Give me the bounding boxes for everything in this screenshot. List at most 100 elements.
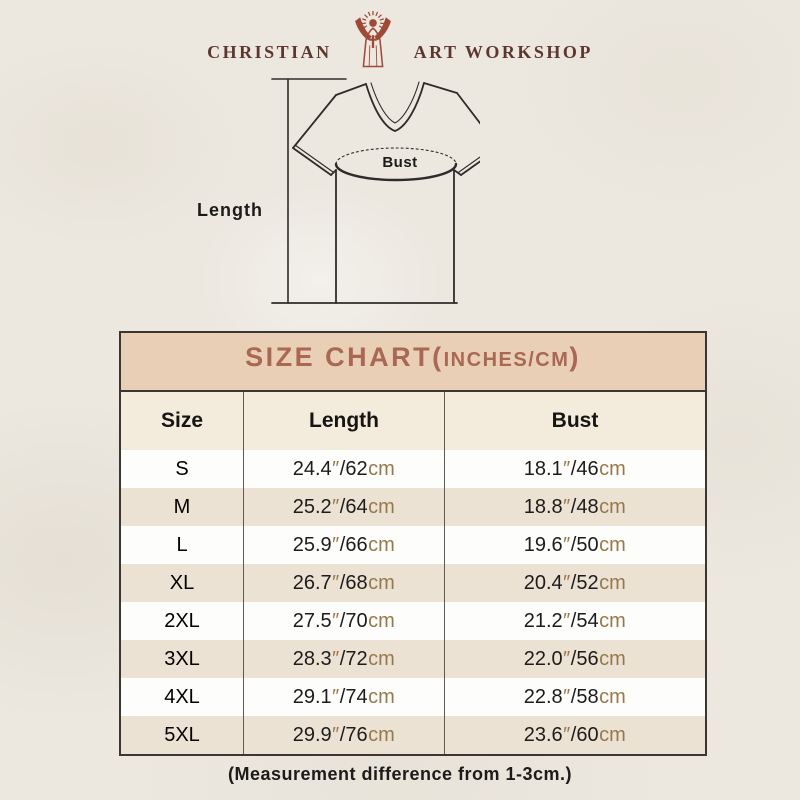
measure-inches: 25.2 (292, 495, 332, 518)
bust-cell: 21.2 ″/54 cm (444, 602, 705, 640)
inch-mark: ″ (332, 723, 340, 746)
size-chart-title: SIZE CHART( (245, 342, 444, 372)
measure-inches: 25.9 (292, 533, 332, 556)
measure-inches: 18.1 (523, 457, 563, 480)
inch-mark: ″ (563, 609, 571, 632)
length-label: Length (197, 200, 263, 220)
measure-cm: /56 (570, 647, 599, 670)
measure-cm: /58 (570, 685, 599, 708)
size-chart-table: SIZE CHART(INCHES/CM) Size Length Bust S… (119, 331, 707, 756)
measure-inches: 19.6 (523, 533, 563, 556)
inch-mark: ″ (332, 457, 340, 480)
bust-cell: 18.1 ″/46 cm (444, 450, 705, 488)
measure-cm: /62 (339, 457, 368, 480)
length-cell: 29.1 ″/74 cm (243, 678, 444, 716)
measure-cm: /46 (570, 457, 599, 480)
cm-label: cm (368, 495, 395, 518)
measure-inches: 26.7 (292, 571, 332, 594)
cm-label: cm (599, 533, 626, 556)
table-row: XL 26.7 ″/68 cm 20.4 ″/52 cm (121, 564, 705, 602)
length-cell: 26.7 ″/68 cm (243, 564, 444, 602)
measure-inches: 28.3 (292, 647, 332, 670)
measure-inches: 23.6 (523, 723, 563, 746)
measure-inches: 22.0 (523, 647, 563, 670)
cm-label: cm (368, 647, 395, 670)
measure-cm: /64 (339, 495, 368, 518)
measure-inches: 29.9 (292, 723, 332, 746)
measure-inches: 20.4 (523, 571, 563, 594)
measure-cm: /52 (570, 571, 599, 594)
measure-cm: /48 (570, 495, 599, 518)
length-cell: 25.9 ″/66 cm (243, 526, 444, 564)
size-cell: 4XL (164, 685, 200, 708)
length-cell: 29.9 ″/76 cm (243, 716, 444, 754)
cm-label: cm (368, 571, 395, 594)
measure-inches: 27.5 (292, 609, 332, 632)
size-cell: 3XL (164, 647, 200, 670)
inch-mark: ″ (563, 647, 571, 670)
cm-label: cm (599, 571, 626, 594)
inch-mark: ″ (332, 495, 340, 518)
inch-mark: ″ (563, 495, 571, 518)
measure-cm: /72 (339, 647, 368, 670)
size-cell: 5XL (164, 723, 200, 746)
table-row: 5XL 29.9 ″/76 cm 23.6 ″/60 cm (121, 716, 705, 754)
inch-mark: ″ (563, 533, 571, 556)
cm-label: cm (368, 533, 395, 556)
brand-header: CHRISTIAN ART WORKSHOP (0, 6, 800, 72)
inch-mark: ″ (332, 647, 340, 670)
size-cell: 2XL (164, 609, 200, 632)
inch-mark: ″ (332, 533, 340, 556)
bust-cell: 19.6 ″/50 cm (444, 526, 705, 564)
cm-label: cm (368, 457, 395, 480)
bust-cell: 20.4 ″/52 cm (444, 564, 705, 602)
bust-cell: 23.6 ″/60 cm (444, 716, 705, 754)
table-row: M 25.2 ″/64 cm 18.8 ″/48 cm (121, 488, 705, 526)
size-chart-title-close: ) (569, 342, 581, 372)
brand-name-right: ART WORKSHOP (413, 42, 593, 62)
length-cell: 24.4 ″/62 cm (243, 450, 444, 488)
measure-cm: /54 (570, 609, 599, 632)
size-cell: L (176, 533, 188, 556)
size-chart-title-units: INCHES/CM (443, 349, 570, 371)
bust-cell: 22.8 ″/58 cm (444, 678, 705, 716)
cm-label: cm (599, 457, 626, 480)
measure-cm: /74 (339, 685, 368, 708)
measure-cm: /50 (570, 533, 599, 556)
measure-cm: /66 (339, 533, 368, 556)
measure-cm: /70 (339, 609, 368, 632)
size-cell: S (175, 457, 189, 480)
size-cell: M (173, 495, 191, 518)
cm-label: cm (599, 495, 626, 518)
size-chart-title-band: SIZE CHART(INCHES/CM) (121, 333, 705, 392)
brand-name-left: CHRISTIAN (207, 42, 332, 62)
measure-cm: /76 (339, 723, 368, 746)
inch-mark: ″ (563, 571, 571, 594)
table-row: L 25.9 ″/66 cm 19.6 ″/50 cm (121, 526, 705, 564)
inch-mark: ″ (563, 723, 571, 746)
length-cell: 27.5 ″/70 cm (243, 602, 444, 640)
size-rows: S 24.4 ″/62 cm 18.1 ″/46 cm M 25.2 ″/64 cm 18.8 ″/48… (121, 450, 705, 754)
length-cell: 25.2 ″/64 cm (243, 488, 444, 526)
cm-label: cm (599, 647, 626, 670)
bust-cell: 22.0 ″/56 cm (444, 640, 705, 678)
length-cell: 28.3 ″/72 cm (243, 640, 444, 678)
cm-label: cm (368, 723, 395, 746)
column-header-bust: Bust (444, 392, 705, 450)
bust-label: Bust (382, 154, 418, 171)
cm-label: cm (599, 723, 626, 746)
inch-mark: ″ (563, 685, 571, 708)
jesus-rays-icon (354, 10, 391, 68)
bust-cell: 18.8 ″/48 cm (444, 488, 705, 526)
measure-inches: 18.8 (523, 495, 563, 518)
inch-mark: ″ (332, 685, 340, 708)
column-header-size: Size (160, 409, 204, 432)
cm-label: cm (599, 609, 626, 632)
measurement-note: (Measurement difference from 1-3cm.) (227, 764, 573, 784)
table-header-row: Size Length Bust (121, 392, 705, 450)
cm-label: cm (599, 685, 626, 708)
measure-cm: /68 (339, 571, 368, 594)
measure-inches: 24.4 (292, 457, 332, 480)
inch-mark: ″ (332, 571, 340, 594)
